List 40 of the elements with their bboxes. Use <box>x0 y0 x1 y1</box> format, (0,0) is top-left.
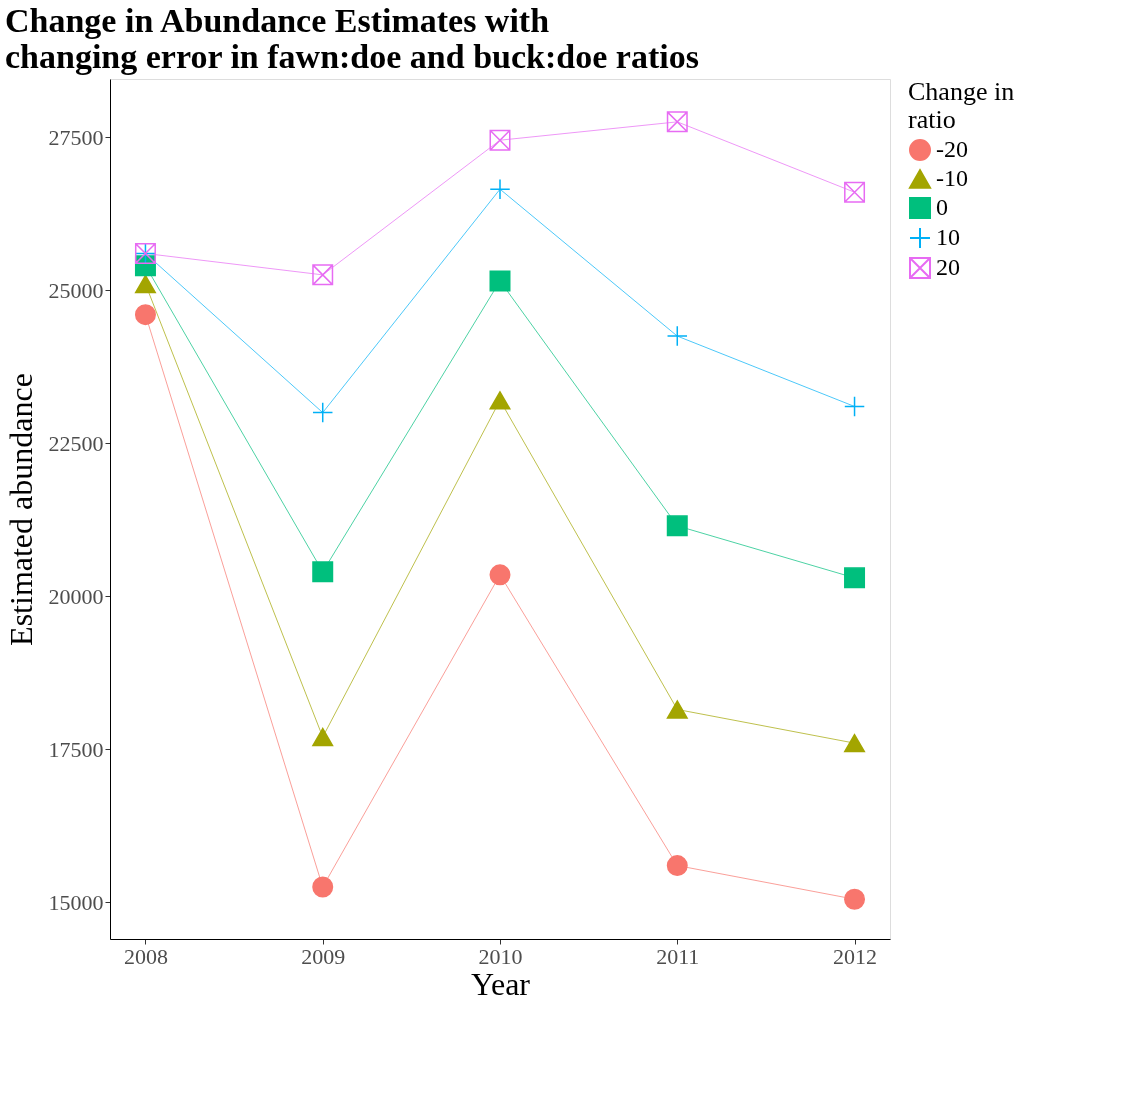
legend-title: Change in ratio <box>908 77 1015 134</box>
point <box>312 876 334 898</box>
point <box>489 178 511 200</box>
point <box>489 391 511 410</box>
legend-label: 20 <box>936 254 960 280</box>
legend-label: 0 <box>936 194 948 220</box>
point <box>312 402 334 424</box>
point <box>844 395 866 417</box>
x-tick-label: 2011 <box>656 943 700 969</box>
point <box>666 325 688 347</box>
point <box>312 727 334 747</box>
point <box>844 567 866 589</box>
y-tick-label: 22500 <box>48 430 104 456</box>
point <box>844 888 866 910</box>
point <box>666 700 688 719</box>
y-axis-title: Estimated abundance <box>2 373 39 646</box>
legend-label: -10 <box>936 165 968 191</box>
legend-label: 10 <box>936 224 960 250</box>
point <box>134 304 156 326</box>
point <box>666 111 688 133</box>
y-tick-label: 17500 <box>48 736 104 762</box>
point <box>666 855 688 877</box>
y-tick-label: 27500 <box>48 124 104 150</box>
y-tick-label: 20000 <box>48 583 104 609</box>
point <box>844 733 866 753</box>
point <box>489 564 511 586</box>
y-tick-label: 15000 <box>48 889 104 915</box>
legend-label: -20 <box>936 136 968 162</box>
point <box>134 274 156 294</box>
y-tick-label: 25000 <box>48 277 104 303</box>
point <box>489 129 511 151</box>
x-tick-label: 2009 <box>301 943 346 969</box>
x-tick-label: 2008 <box>123 943 168 969</box>
point <box>489 270 511 292</box>
point <box>312 264 334 286</box>
chart-title: Change in Abundance Estimates with changing error in fawn:doe and buck:doe ratios <box>5 2 699 75</box>
point <box>844 181 866 203</box>
point <box>312 561 334 583</box>
point <box>666 515 688 537</box>
x-tick-label: 2012 <box>833 943 878 969</box>
